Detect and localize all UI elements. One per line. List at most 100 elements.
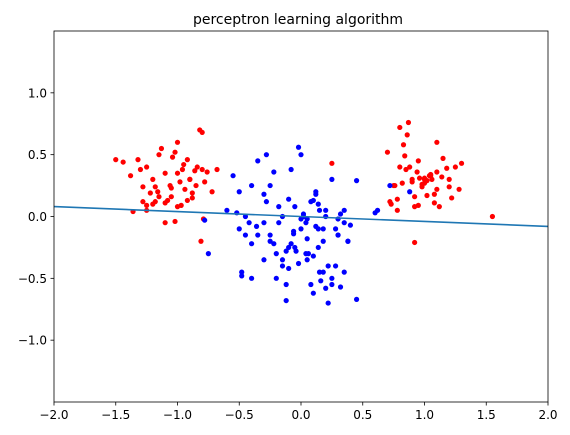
data-point-series-0 bbox=[135, 157, 141, 163]
data-point-series-0 bbox=[187, 176, 193, 182]
data-point-series-0 bbox=[391, 182, 397, 189]
x-tick-label: −0.5 bbox=[225, 408, 254, 422]
data-point-series-0 bbox=[158, 145, 165, 152]
data-point-series-0 bbox=[412, 194, 418, 200]
plot-area bbox=[54, 119, 548, 306]
data-point-series-1 bbox=[304, 257, 310, 263]
data-point-series-0 bbox=[184, 157, 190, 163]
data-point-series-1 bbox=[271, 169, 277, 175]
data-point-series-1 bbox=[298, 152, 304, 158]
data-point-series-1 bbox=[290, 228, 297, 234]
data-point-series-0 bbox=[120, 159, 126, 165]
data-point-series-1 bbox=[202, 217, 208, 223]
data-point-series-1 bbox=[253, 223, 260, 229]
x-tick-label: −2.0 bbox=[39, 408, 68, 422]
data-point-series-0 bbox=[431, 191, 437, 197]
data-point-series-1 bbox=[288, 241, 294, 247]
data-point-series-0 bbox=[404, 132, 410, 138]
data-point-series-0 bbox=[394, 207, 400, 213]
data-point-series-1 bbox=[332, 263, 339, 269]
data-point-series-0 bbox=[434, 186, 440, 192]
data-point-series-1 bbox=[286, 265, 292, 272]
data-point-series-0 bbox=[431, 200, 437, 206]
data-point-series-1 bbox=[292, 204, 298, 210]
data-point-series-0 bbox=[156, 194, 162, 200]
data-point-series-0 bbox=[168, 185, 174, 191]
data-point-series-1 bbox=[353, 178, 360, 184]
data-point-series-0 bbox=[415, 158, 421, 164]
data-point-series-1 bbox=[261, 257, 267, 263]
data-point-series-0 bbox=[177, 179, 183, 185]
data-point-series-0 bbox=[428, 173, 434, 179]
data-point-series-0 bbox=[189, 190, 195, 196]
data-point-series-0 bbox=[458, 160, 465, 166]
data-point-series-1 bbox=[332, 226, 339, 232]
data-point-series-0 bbox=[127, 173, 134, 179]
data-point-series-1 bbox=[246, 220, 252, 226]
data-point-series-0 bbox=[394, 196, 400, 202]
x-tick-label: 2.0 bbox=[538, 408, 557, 422]
data-point-series-0 bbox=[156, 152, 162, 158]
data-point-series-0 bbox=[174, 139, 181, 145]
data-point-series-0 bbox=[204, 169, 210, 175]
data-point-series-1 bbox=[261, 220, 267, 226]
data-point-series-1 bbox=[315, 244, 321, 251]
data-point-series-1 bbox=[316, 269, 323, 275]
data-point-series-0 bbox=[162, 200, 168, 206]
data-point-series-1 bbox=[298, 226, 304, 232]
x-tick-label: −1.0 bbox=[163, 408, 192, 422]
data-point-series-0 bbox=[140, 184, 146, 190]
data-point-series-1 bbox=[304, 216, 310, 222]
data-point-series-1 bbox=[407, 189, 413, 195]
data-point-series-0 bbox=[174, 170, 181, 176]
data-point-series-0 bbox=[182, 186, 188, 192]
data-point-series-1 bbox=[347, 222, 353, 228]
data-point-series-1 bbox=[286, 244, 292, 251]
data-point-series-0 bbox=[169, 154, 176, 160]
data-point-series-1 bbox=[329, 281, 335, 288]
data-point-series-1 bbox=[320, 238, 326, 244]
data-point-series-0 bbox=[424, 192, 430, 199]
data-point-series-0 bbox=[400, 142, 407, 148]
data-point-series-1 bbox=[286, 196, 292, 202]
data-point-series-1 bbox=[310, 197, 316, 204]
data-point-series-0 bbox=[409, 179, 415, 185]
data-point-series-0 bbox=[150, 201, 156, 207]
data-point-series-0 bbox=[403, 166, 409, 173]
data-point-series-0 bbox=[419, 181, 425, 187]
x-tick-label: 0.5 bbox=[353, 408, 372, 422]
data-point-series-1 bbox=[236, 226, 242, 232]
data-point-series-1 bbox=[263, 152, 270, 158]
data-point-series-1 bbox=[242, 232, 249, 238]
data-point-series-0 bbox=[144, 202, 150, 208]
data-point-series-0 bbox=[452, 164, 458, 170]
data-point-series-1 bbox=[325, 300, 331, 306]
data-point-series-1 bbox=[325, 263, 331, 269]
data-point-series-1 bbox=[261, 191, 267, 197]
data-point-series-1 bbox=[255, 158, 261, 164]
data-point-series-1 bbox=[279, 257, 286, 263]
data-point-series-0 bbox=[415, 202, 421, 208]
data-point-series-1 bbox=[341, 207, 347, 213]
data-point-series-0 bbox=[446, 176, 452, 182]
y-tick-label: 0.0 bbox=[28, 210, 47, 224]
data-point-series-0 bbox=[179, 166, 186, 173]
x-tick-label: 1.5 bbox=[477, 408, 496, 422]
x-tick-label: 0.0 bbox=[291, 408, 310, 422]
data-point-series-0 bbox=[147, 190, 153, 196]
data-point-series-0 bbox=[152, 184, 158, 190]
data-point-series-0 bbox=[199, 129, 205, 136]
data-point-series-1 bbox=[295, 144, 302, 150]
data-point-series-1 bbox=[276, 220, 282, 226]
data-point-series-0 bbox=[439, 174, 445, 180]
data-point-series-0 bbox=[172, 149, 178, 155]
y-tick-label: −0.5 bbox=[18, 272, 47, 286]
x-tick-label: 1.0 bbox=[415, 408, 434, 422]
data-point-series-1 bbox=[267, 238, 273, 244]
data-point-series-1 bbox=[345, 238, 351, 244]
data-point-series-0 bbox=[434, 139, 440, 145]
data-point-series-0 bbox=[184, 197, 190, 204]
data-point-series-1 bbox=[337, 211, 344, 217]
data-point-series-0 bbox=[405, 119, 412, 126]
data-point-series-0 bbox=[168, 194, 174, 200]
